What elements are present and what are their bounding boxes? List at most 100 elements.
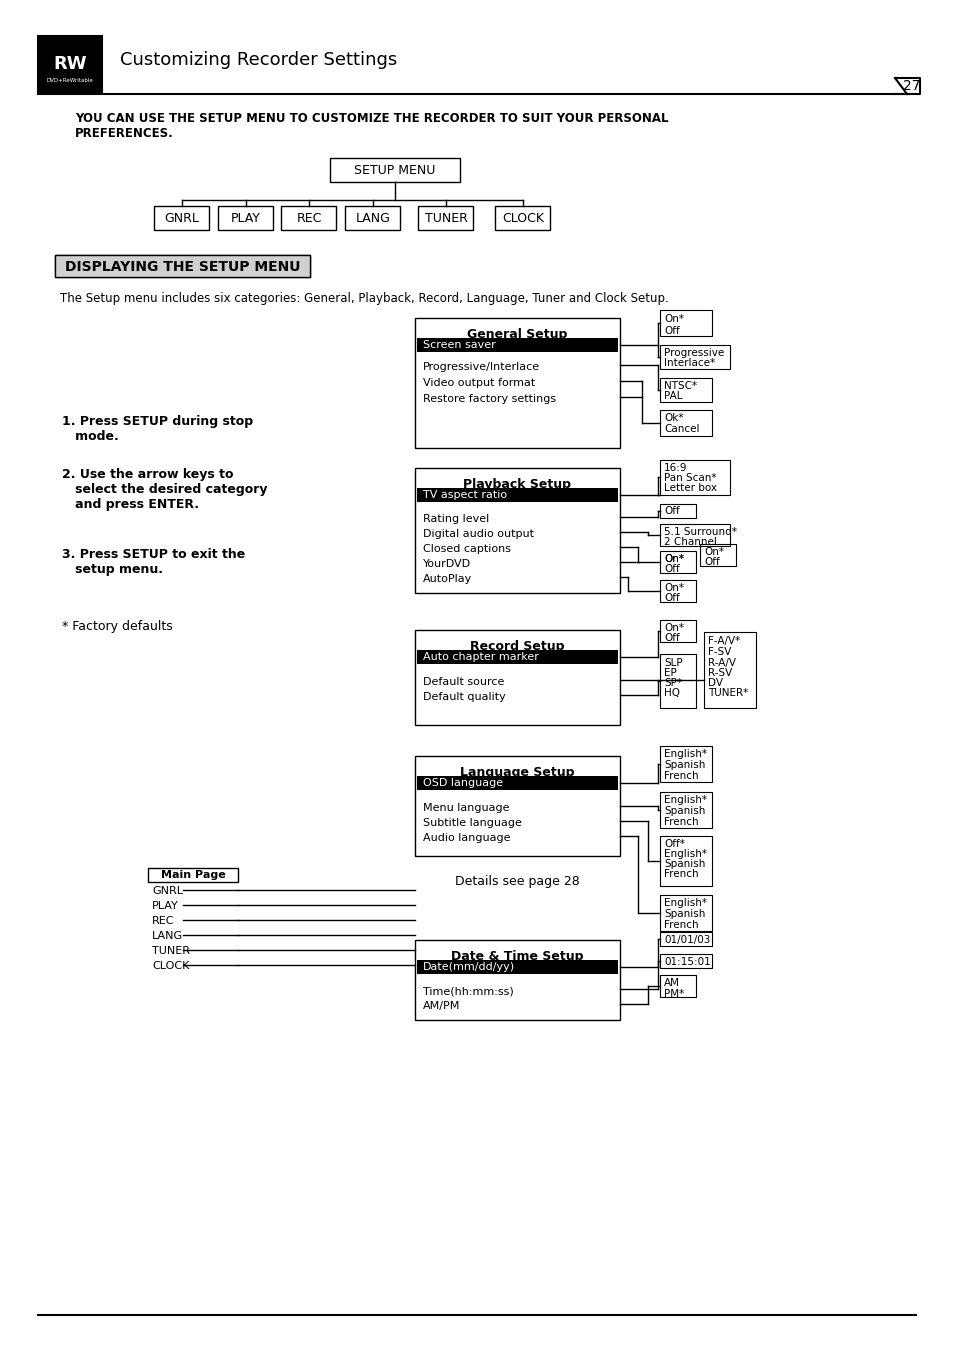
Text: TUNER*: TUNER* xyxy=(707,687,747,698)
Text: Customizing Recorder Settings: Customizing Recorder Settings xyxy=(120,51,396,69)
Text: French: French xyxy=(663,817,698,828)
Bar xyxy=(416,960,618,975)
Bar xyxy=(659,895,711,931)
Text: PM*: PM* xyxy=(663,989,683,999)
Text: English*: English* xyxy=(663,749,706,759)
Bar xyxy=(55,255,310,276)
Bar xyxy=(659,620,696,642)
Text: Digital audio output: Digital audio output xyxy=(422,528,534,539)
Text: Closed captions: Closed captions xyxy=(422,545,511,554)
Text: Details see page 28: Details see page 28 xyxy=(455,875,579,888)
Text: Off: Off xyxy=(663,563,679,574)
Text: Interlace*: Interlace* xyxy=(663,359,715,368)
Text: CLOCK: CLOCK xyxy=(152,961,190,971)
Text: 2 Channel: 2 Channel xyxy=(663,537,716,547)
Text: Date(mm/dd/yy): Date(mm/dd/yy) xyxy=(422,962,515,972)
Bar xyxy=(415,318,619,448)
Text: Ok*: Ok* xyxy=(663,412,682,423)
Text: Record Setup: Record Setup xyxy=(470,640,564,652)
Text: RW: RW xyxy=(53,55,87,73)
Bar xyxy=(418,206,473,231)
Text: On*: On* xyxy=(703,547,723,557)
Text: Off: Off xyxy=(663,506,679,516)
Bar xyxy=(415,756,619,856)
Text: English*: English* xyxy=(663,898,706,909)
Text: Audio language: Audio language xyxy=(422,833,510,842)
Bar xyxy=(281,206,336,231)
Text: Pan Scan*: Pan Scan* xyxy=(663,473,716,483)
Text: On*: On* xyxy=(663,554,683,563)
Bar xyxy=(659,793,711,828)
Text: Rating level: Rating level xyxy=(422,514,489,524)
Text: Screen saver: Screen saver xyxy=(422,340,496,350)
Text: NTSC*: NTSC* xyxy=(663,381,697,391)
Text: English*: English* xyxy=(663,849,706,859)
Text: Time(hh:mm:ss): Time(hh:mm:ss) xyxy=(422,985,514,996)
Text: 3. Press SETUP to exit the
   setup menu.: 3. Press SETUP to exit the setup menu. xyxy=(62,549,245,576)
Text: SETUP MENU: SETUP MENU xyxy=(354,163,436,177)
Text: TUNER: TUNER xyxy=(424,212,467,225)
Bar xyxy=(154,206,210,231)
Text: 5.1 Surround*: 5.1 Surround* xyxy=(663,527,736,537)
Text: On*: On* xyxy=(663,314,683,324)
Text: On*: On* xyxy=(663,554,683,563)
Text: TUNER: TUNER xyxy=(152,946,190,956)
Text: DISPLAYING THE SETUP MENU: DISPLAYING THE SETUP MENU xyxy=(65,260,300,274)
Bar xyxy=(703,632,755,708)
Text: 2. Use the arrow keys to
   select the desired category
   and press ENTER.: 2. Use the arrow keys to select the desi… xyxy=(62,468,267,511)
Text: OSD language: OSD language xyxy=(422,778,502,789)
Text: REC: REC xyxy=(152,917,174,926)
Text: YourDVD: YourDVD xyxy=(422,559,471,569)
Text: On*: On* xyxy=(663,582,683,593)
Bar xyxy=(659,975,696,998)
Text: 01/01/03: 01/01/03 xyxy=(663,936,710,945)
Text: Default quality: Default quality xyxy=(422,692,505,702)
Text: YOU CAN USE THE SETUP MENU TO CUSTOMIZE THE RECORDER TO SUIT YOUR PERSONAL
PREFE: YOU CAN USE THE SETUP MENU TO CUSTOMIZE … xyxy=(75,112,668,140)
Bar xyxy=(416,338,618,352)
Text: AM/PM: AM/PM xyxy=(422,1002,460,1011)
Text: CLOCK: CLOCK xyxy=(501,212,543,225)
Bar xyxy=(330,158,459,182)
Text: Spanish: Spanish xyxy=(663,859,704,869)
Bar xyxy=(40,38,100,90)
Text: LANG: LANG xyxy=(355,212,390,225)
Bar xyxy=(495,206,550,231)
Text: Default source: Default source xyxy=(422,677,504,687)
Bar xyxy=(659,460,729,495)
Text: French: French xyxy=(663,771,698,780)
Text: The Setup menu includes six categories: General, Playback, Record, Language, Tun: The Setup menu includes six categories: … xyxy=(60,293,668,305)
Text: DVD+ReWritable: DVD+ReWritable xyxy=(47,77,93,82)
Text: Progressive/Interlace: Progressive/Interlace xyxy=(422,363,539,372)
Text: Cancel: Cancel xyxy=(663,425,699,434)
Bar xyxy=(55,255,310,276)
Bar xyxy=(659,836,711,886)
Bar xyxy=(345,206,400,231)
Bar xyxy=(659,504,696,518)
Text: PLAY: PLAY xyxy=(152,900,178,911)
Text: Playback Setup: Playback Setup xyxy=(463,479,571,491)
Text: English*: English* xyxy=(663,795,706,805)
Bar xyxy=(38,36,102,92)
Bar xyxy=(416,488,618,501)
Text: R-A/V: R-A/V xyxy=(707,658,735,669)
Text: Date & Time Setup: Date & Time Setup xyxy=(451,950,583,962)
Text: SP*: SP* xyxy=(663,678,681,687)
Bar xyxy=(415,940,619,1020)
Bar xyxy=(659,654,696,708)
Bar xyxy=(659,954,711,968)
Text: * Factory defaults: * Factory defaults xyxy=(62,620,172,634)
Bar xyxy=(659,410,711,435)
Text: R-SV: R-SV xyxy=(707,669,732,678)
Text: Auto chapter marker: Auto chapter marker xyxy=(422,652,538,662)
Bar xyxy=(659,931,711,946)
Text: HQ: HQ xyxy=(663,687,679,698)
Text: Video output format: Video output format xyxy=(422,377,535,388)
Bar xyxy=(416,650,618,665)
Text: GNRL: GNRL xyxy=(164,212,199,225)
Text: LANG: LANG xyxy=(152,931,183,941)
Bar xyxy=(659,551,696,573)
Text: Off: Off xyxy=(663,634,679,643)
Bar xyxy=(148,868,237,882)
Text: Letter box: Letter box xyxy=(663,483,717,493)
Text: Restore factory settings: Restore factory settings xyxy=(422,394,556,404)
